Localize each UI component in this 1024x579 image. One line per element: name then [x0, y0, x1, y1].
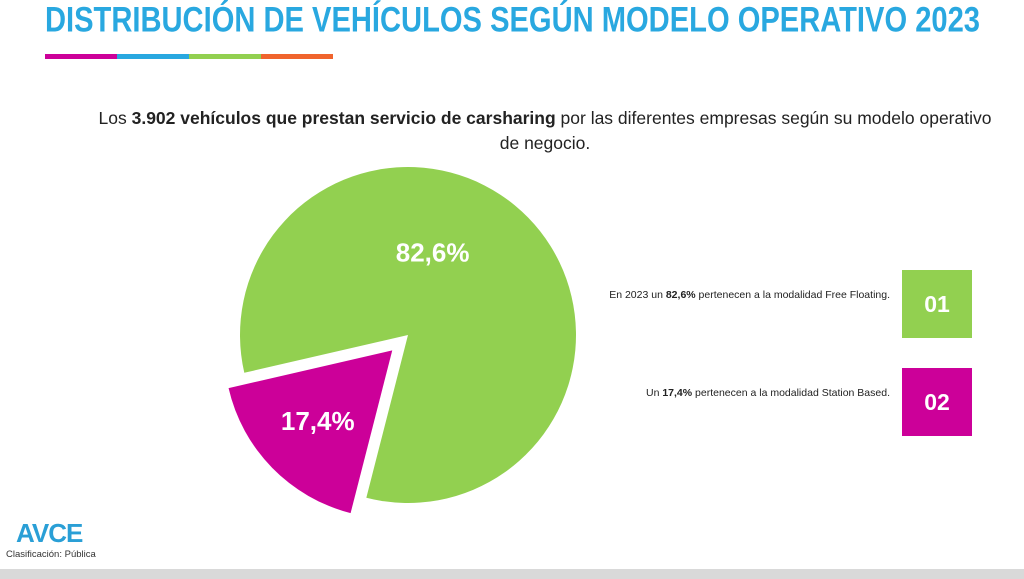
subtitle-part: por las diferentes empresas según su mod…	[499, 108, 992, 153]
chart-title: DISTRIBUCIÓN DE VEHÍCULOS SEGÚN MODELO O…	[45, 0, 980, 39]
note-part: pertenecen a la modalidad Station Based.	[692, 387, 890, 399]
pie-slice	[240, 167, 577, 503]
logo: AVCE	[16, 518, 83, 548]
note-number: 02	[902, 368, 972, 436]
note: Un 17,4% pertenecen a la modalidad Stati…	[590, 385, 890, 402]
value-label: 82,6%	[396, 238, 470, 268]
subtitle-part: Los	[98, 108, 132, 128]
decor-bar	[117, 54, 189, 59]
note-part: Un	[645, 387, 663, 399]
bottom-bar	[0, 569, 1024, 579]
note-part: 17,4%	[662, 387, 693, 399]
note: En 2023 un 82,6% pertenecen a la modalid…	[590, 287, 890, 304]
note-part: pertenecen a la modalidad Free Floating.	[695, 289, 890, 301]
subtitle-part: 3.902 vehículos que prestan servicio de …	[131, 108, 556, 128]
decor-bar	[261, 54, 333, 59]
note-part: 82,6%	[665, 289, 696, 301]
subtitle: Los 3.902 vehículos que prestan servicio…	[90, 106, 1000, 156]
value-label: 17,4%	[281, 406, 355, 436]
note-part: En 2023 un	[609, 289, 666, 301]
pie-slice	[228, 350, 393, 514]
note-number: 01	[902, 270, 972, 338]
decor-bar	[189, 54, 261, 59]
classification: Clasificación: Pública	[6, 549, 96, 560]
decor-bar	[45, 54, 117, 59]
